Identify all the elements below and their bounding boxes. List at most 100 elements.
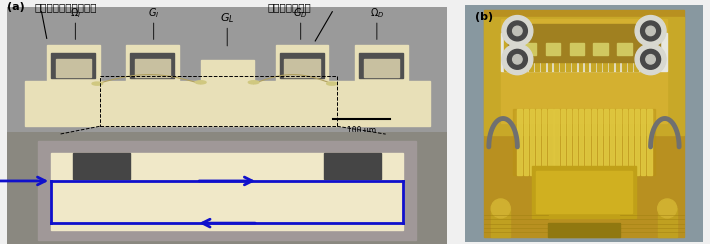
Text: $\Omega_D$: $\Omega_D$ — [370, 6, 384, 20]
Circle shape — [491, 199, 510, 218]
Bar — [641, 109, 645, 175]
Text: $G_D$: $G_D$ — [293, 6, 308, 20]
Text: $\Omega_I$: $\Omega_I$ — [70, 6, 81, 20]
Bar — [591, 33, 595, 71]
Bar — [517, 33, 520, 71]
Bar — [585, 33, 589, 71]
Circle shape — [513, 26, 522, 36]
Text: (b): (b) — [474, 12, 493, 22]
Circle shape — [195, 81, 206, 84]
Bar — [324, 153, 381, 179]
Bar — [610, 109, 614, 175]
Bar — [561, 109, 565, 175]
Bar — [617, 43, 632, 55]
Circle shape — [327, 82, 337, 85]
Bar — [355, 45, 408, 81]
Bar — [25, 81, 430, 126]
Bar — [38, 141, 417, 240]
Text: 出力: 出力 — [483, 174, 498, 187]
Bar — [285, 59, 320, 77]
Text: $G_L$: $G_L$ — [220, 12, 234, 25]
Circle shape — [635, 16, 666, 46]
Bar — [628, 33, 632, 71]
Bar — [598, 109, 602, 175]
Bar — [555, 109, 559, 175]
Bar — [548, 109, 552, 175]
Bar — [522, 43, 537, 55]
Bar — [567, 109, 571, 175]
Bar — [537, 171, 632, 213]
Bar — [591, 109, 596, 175]
Text: 半導体ヘテロ構造表面: 半導体ヘテロ構造表面 — [35, 2, 97, 12]
Bar — [504, 33, 508, 71]
Bar — [548, 223, 620, 237]
Circle shape — [640, 49, 660, 69]
Circle shape — [508, 21, 528, 41]
Bar — [529, 33, 532, 71]
Circle shape — [640, 21, 660, 41]
Bar — [604, 109, 608, 175]
Circle shape — [513, 55, 522, 64]
Bar — [536, 109, 540, 175]
Bar — [523, 33, 527, 71]
Circle shape — [508, 49, 528, 69]
Bar — [523, 109, 528, 175]
Bar — [484, 17, 684, 135]
Bar — [616, 109, 621, 175]
Bar — [573, 109, 577, 175]
Bar — [594, 43, 608, 55]
Bar — [579, 33, 582, 71]
Circle shape — [646, 26, 655, 36]
Bar — [569, 43, 584, 55]
Bar — [364, 59, 399, 77]
Circle shape — [92, 82, 103, 85]
Bar — [640, 33, 644, 71]
Bar — [635, 109, 639, 175]
Text: 100 μm: 100 μm — [347, 126, 376, 135]
Bar — [508, 24, 660, 62]
Bar — [566, 33, 570, 71]
Bar — [359, 52, 403, 79]
Bar — [535, 33, 539, 71]
Circle shape — [248, 81, 259, 84]
Bar — [131, 52, 175, 79]
Bar — [560, 33, 564, 71]
Bar — [623, 109, 627, 175]
Bar — [572, 33, 576, 71]
Circle shape — [502, 44, 532, 75]
Text: $G_I$: $G_I$ — [148, 6, 159, 20]
Bar — [484, 10, 684, 237]
Bar — [586, 109, 590, 175]
Bar — [51, 52, 95, 79]
Circle shape — [635, 44, 666, 75]
Bar — [657, 208, 677, 237]
Bar — [51, 153, 403, 230]
Bar — [648, 109, 652, 175]
Bar — [652, 33, 657, 71]
Bar — [634, 33, 638, 71]
Circle shape — [657, 199, 677, 218]
Bar — [579, 109, 584, 175]
Bar — [491, 208, 510, 237]
Bar — [201, 60, 253, 84]
Bar — [99, 76, 337, 126]
Bar — [622, 33, 626, 71]
Bar — [55, 59, 91, 77]
Bar — [554, 33, 557, 71]
Bar — [542, 33, 545, 71]
Bar — [628, 109, 633, 175]
Bar — [126, 45, 179, 81]
Bar — [542, 109, 547, 175]
Bar — [501, 33, 667, 71]
Circle shape — [646, 55, 655, 64]
Bar — [501, 19, 667, 123]
Bar — [532, 166, 636, 218]
Bar — [597, 33, 601, 71]
Bar — [647, 33, 650, 71]
Bar — [280, 52, 324, 79]
Bar — [513, 109, 655, 175]
Circle shape — [502, 16, 532, 46]
Bar — [616, 33, 619, 71]
Bar — [73, 153, 131, 179]
Bar — [547, 33, 552, 71]
